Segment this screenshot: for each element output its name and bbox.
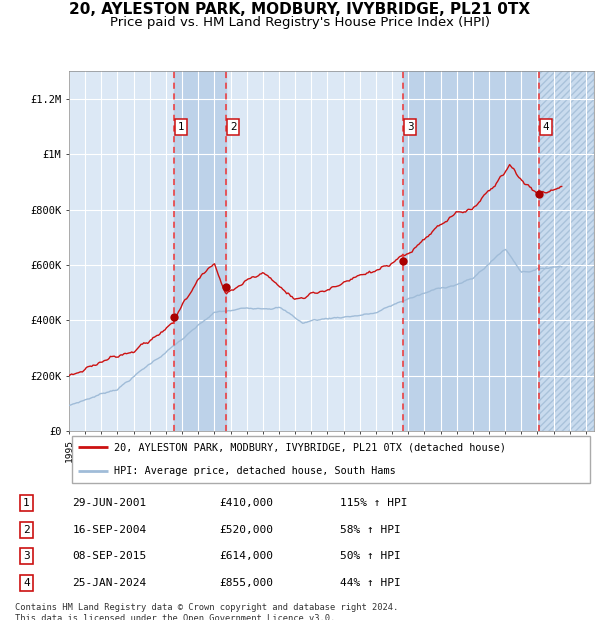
Text: HPI: Average price, detached house, South Hams: HPI: Average price, detached house, Sout… <box>113 466 395 476</box>
Text: £855,000: £855,000 <box>220 578 274 588</box>
Text: 3: 3 <box>23 551 30 561</box>
Bar <box>403 71 539 431</box>
Text: 58% ↑ HPI: 58% ↑ HPI <box>340 525 401 534</box>
Text: 4: 4 <box>542 122 549 132</box>
Text: 50% ↑ HPI: 50% ↑ HPI <box>340 551 401 561</box>
Text: 1: 1 <box>23 498 30 508</box>
Bar <box>174 71 226 431</box>
Text: 25-JAN-2024: 25-JAN-2024 <box>73 578 147 588</box>
Text: 29-JUN-2001: 29-JUN-2001 <box>73 498 147 508</box>
Text: 16-SEP-2004: 16-SEP-2004 <box>73 525 147 534</box>
FancyBboxPatch shape <box>71 436 590 483</box>
Text: £520,000: £520,000 <box>220 525 274 534</box>
Text: £410,000: £410,000 <box>220 498 274 508</box>
Text: 1: 1 <box>178 122 185 132</box>
Text: 3: 3 <box>407 122 414 132</box>
Bar <box>539 71 594 431</box>
Text: 2: 2 <box>230 122 236 132</box>
Text: 115% ↑ HPI: 115% ↑ HPI <box>340 498 408 508</box>
Text: 44% ↑ HPI: 44% ↑ HPI <box>340 578 401 588</box>
Text: 2: 2 <box>23 525 30 534</box>
Text: 08-SEP-2015: 08-SEP-2015 <box>73 551 147 561</box>
Text: Price paid vs. HM Land Registry's House Price Index (HPI): Price paid vs. HM Land Registry's House … <box>110 16 490 29</box>
Text: £614,000: £614,000 <box>220 551 274 561</box>
Text: 4: 4 <box>23 578 30 588</box>
Text: 20, AYLESTON PARK, MODBURY, IVYBRIDGE, PL21 0TX (detached house): 20, AYLESTON PARK, MODBURY, IVYBRIDGE, P… <box>113 442 506 452</box>
Text: Contains HM Land Registry data © Crown copyright and database right 2024.
This d: Contains HM Land Registry data © Crown c… <box>15 603 398 620</box>
Text: 20, AYLESTON PARK, MODBURY, IVYBRIDGE, PL21 0TX: 20, AYLESTON PARK, MODBURY, IVYBRIDGE, P… <box>70 2 530 17</box>
